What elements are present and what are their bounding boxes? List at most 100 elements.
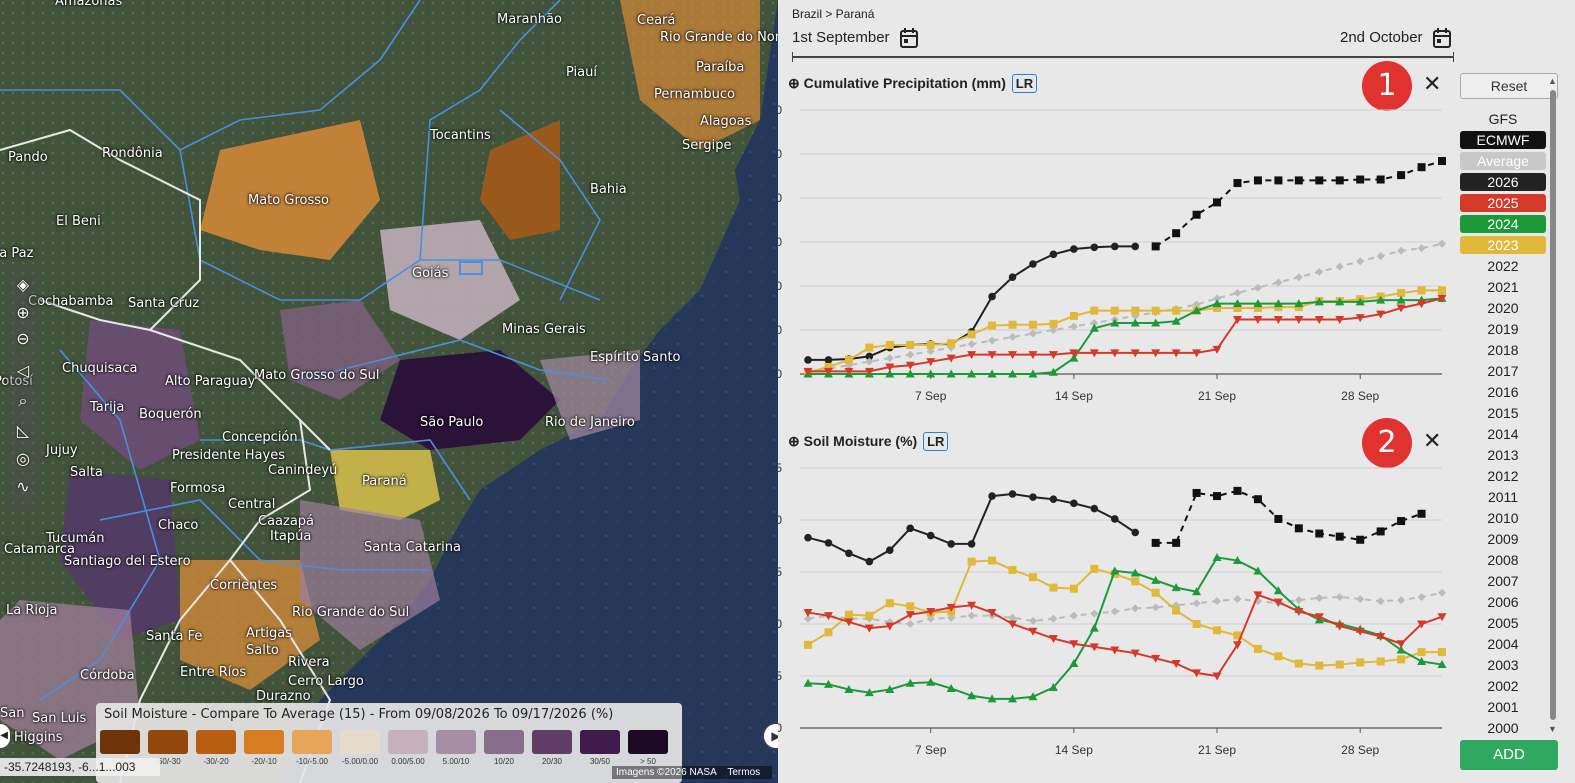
data-point-2025[interactable] — [1253, 591, 1263, 600]
data-point-2024[interactable] — [1089, 323, 1099, 332]
data-point-2023[interactable] — [906, 340, 915, 349]
data-point-ecmwf[interactable] — [1192, 210, 1201, 219]
data-point-2023[interactable] — [1356, 658, 1365, 667]
series-toggle-2001[interactable]: 2001 — [1487, 699, 1519, 715]
data-point-2024[interactable] — [1417, 656, 1427, 665]
data-point-2024[interactable] — [1130, 318, 1140, 327]
data-point-ecmwf[interactable] — [1274, 514, 1283, 523]
data-point-2024[interactable] — [1171, 316, 1181, 325]
data-point-2024[interactable] — [905, 678, 915, 687]
data-point-2023[interactable] — [1274, 303, 1283, 312]
data-point-2023[interactable] — [1172, 306, 1181, 315]
data-point-2025[interactable] — [946, 603, 956, 612]
data-point-average[interactable] — [885, 354, 894, 363]
data-point-2024[interactable] — [844, 685, 854, 694]
data-point-average[interactable] — [1335, 262, 1344, 271]
data-point-2023[interactable] — [844, 355, 853, 364]
data-point-average[interactable] — [1233, 595, 1242, 604]
data-point-2026[interactable] — [1008, 490, 1017, 498]
series-toggle-2024[interactable]: 2024 — [1460, 215, 1546, 233]
data-point-2024[interactable] — [1028, 692, 1038, 701]
data-point-2024[interactable] — [1151, 575, 1161, 584]
data-point-2024[interactable] — [1376, 295, 1386, 304]
data-point-2024[interactable] — [1437, 660, 1447, 669]
data-point-2025[interactable] — [1232, 641, 1242, 650]
data-point-ecmwf[interactable] — [1335, 532, 1344, 541]
data-point-2023[interactable] — [824, 628, 833, 637]
chart-1-close-icon[interactable]: ✕ — [1423, 72, 1442, 97]
data-point-2024[interactable] — [1089, 623, 1099, 632]
data-point-2026[interactable] — [947, 540, 955, 548]
series-toggle-2004[interactable]: 2004 — [1487, 636, 1519, 652]
data-point-2025[interactable] — [1417, 620, 1427, 629]
data-point-2025[interactable] — [1089, 349, 1099, 358]
add-button[interactable]: ADD — [1460, 740, 1558, 770]
data-point-average[interactable] — [967, 611, 976, 620]
data-point-2023[interactable] — [1213, 304, 1222, 312]
data-point-2026[interactable] — [1090, 504, 1099, 513]
data-point-2024[interactable] — [1028, 369, 1038, 378]
data-point-2023[interactable] — [1438, 286, 1446, 295]
data-point-2025[interactable] — [1048, 635, 1058, 644]
data-point-2024[interactable] — [1335, 297, 1345, 306]
data-point-2026[interactable] — [1110, 515, 1119, 523]
data-point-2023[interactable] — [865, 343, 874, 352]
series-toggle-2019[interactable]: 2019 — [1487, 321, 1519, 337]
series-toggle-2022[interactable]: 2022 — [1487, 258, 1519, 274]
data-point-2023[interactable] — [865, 611, 874, 620]
data-point-ecmwf[interactable] — [1315, 176, 1324, 185]
data-point-2026[interactable] — [1029, 260, 1037, 268]
data-point-2023[interactable] — [906, 602, 915, 611]
data-point-2024[interactable] — [1232, 556, 1242, 565]
data-point-2024[interactable] — [1273, 299, 1283, 308]
data-point-2025[interactable] — [1273, 598, 1283, 607]
data-point-2024[interactable] — [1008, 369, 1018, 378]
series-toggle-2008[interactable]: 2008 — [1487, 552, 1519, 568]
series-toggle-2021[interactable]: 2021 — [1487, 279, 1519, 295]
data-point-2025[interactable] — [1437, 294, 1447, 303]
data-point-average[interactable] — [1274, 278, 1283, 287]
data-point-2026[interactable] — [988, 492, 996, 500]
measure-icon[interactable]: ◺ — [16, 423, 30, 440]
data-point-2025[interactable] — [1376, 310, 1386, 319]
data-point-average[interactable] — [1376, 252, 1385, 261]
data-point-2023[interactable] — [804, 640, 812, 649]
data-point-2025[interactable] — [987, 351, 997, 360]
data-point-average[interactable] — [1172, 601, 1181, 610]
data-point-average[interactable] — [1008, 613, 1017, 622]
data-point-average[interactable] — [1253, 283, 1262, 292]
data-point-2025[interactable] — [1314, 315, 1324, 324]
data-point-2024[interactable] — [967, 691, 977, 700]
data-point-2023[interactable] — [1110, 306, 1119, 315]
chart-2-close-icon[interactable]: ✕ — [1423, 429, 1442, 454]
data-point-2023[interactable] — [1274, 652, 1283, 661]
data-point-2024[interactable] — [1069, 353, 1079, 362]
data-point-ecmwf[interactable] — [1172, 229, 1181, 238]
chart-1-lr-toggle[interactable]: LR — [1011, 74, 1038, 93]
data-point-2024[interactable] — [823, 679, 833, 688]
data-point-ecmwf[interactable] — [1315, 529, 1324, 538]
data-point-2023[interactable] — [1294, 659, 1303, 668]
series-toggle-2005[interactable]: 2005 — [1487, 615, 1519, 631]
data-point-average[interactable] — [947, 613, 956, 622]
data-point-2023[interactable] — [1008, 320, 1017, 329]
data-point-2023[interactable] — [824, 362, 833, 371]
data-point-average[interactable] — [1213, 597, 1222, 606]
data-point-2026[interactable] — [804, 533, 812, 542]
data-point-2026[interactable] — [865, 557, 874, 566]
data-point-2026[interactable] — [845, 549, 853, 558]
data-point-2025[interactable] — [905, 361, 915, 370]
data-point-2024[interactable] — [1396, 295, 1406, 304]
data-point-ecmwf[interactable] — [1335, 176, 1344, 185]
data-point-2025[interactable] — [803, 609, 813, 618]
data-point-ecmwf[interactable] — [1376, 175, 1385, 184]
target-icon[interactable]: ◎ — [16, 451, 30, 468]
series-toggle-2000[interactable]: 2000 — [1487, 720, 1519, 736]
series-toggle-2003[interactable]: 2003 — [1487, 657, 1519, 673]
data-point-average[interactable] — [1233, 289, 1242, 298]
data-point-2023[interactable] — [1315, 661, 1324, 670]
scrollbar-thumb[interactable] — [1550, 90, 1556, 720]
data-point-2025[interactable] — [885, 622, 895, 631]
data-point-2025[interactable] — [1335, 315, 1345, 324]
data-point-2025[interactable] — [1069, 349, 1079, 358]
